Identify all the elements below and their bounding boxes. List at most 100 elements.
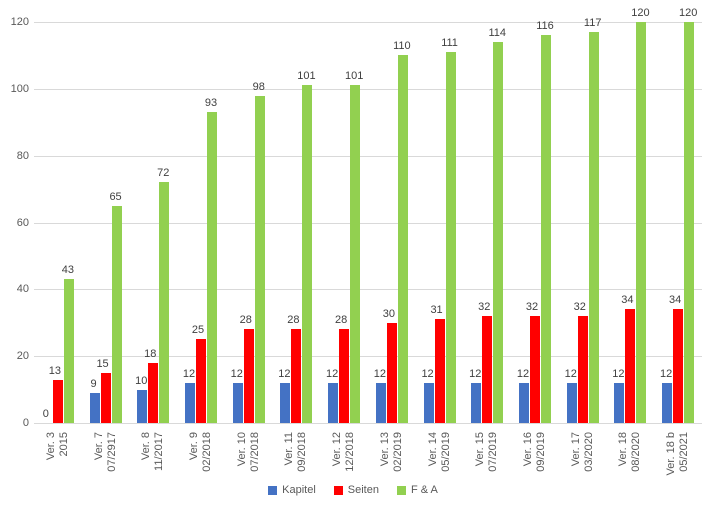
bar-seiten [243,329,254,423]
bar-value-label: 116 [536,20,554,33]
bar-value-label: 32 [573,301,586,314]
x-axis-label-line: 12/2018 [344,432,357,472]
x-axis-label-line: Ver. 9 [188,432,200,461]
bar-value-label: 34 [669,294,682,307]
bar-fa [493,42,504,423]
bar-seiten [52,379,63,423]
legend-swatch [333,485,343,495]
x-axis-label-line: Ver. 17 [569,432,582,467]
legend-swatch [268,485,278,495]
x-axis-label-line: 11/2017 [153,432,166,471]
bar-fa [302,85,313,423]
legend-item-fa: F & A [396,484,438,496]
bar-value-label: 111 [441,37,458,50]
bar-value-label: 18 [144,347,157,360]
bar-kapitel [662,382,673,423]
x-axis-label-line: Ver. 7 [92,432,105,461]
bar-value-label: 28 [287,314,300,327]
bar-kapitel [519,382,529,423]
bar-value-label: 15 [96,357,109,370]
x-axis-label: Ver. 14 05/2019 [425,432,455,472]
bar-value-label: 12 [564,367,577,380]
bar-fa [684,22,695,423]
x-axis-label: Ver. 18 b 05/2021 [663,432,693,475]
bar-seiten [577,316,588,423]
x-axis-label: Ver. 10 07/2018 [234,432,264,472]
x-axis-label-line: Ver. 15 [474,432,487,467]
bar-value-label: 12 [612,367,625,380]
gridline [34,222,702,224]
y-axis-tick-label: 40 [16,283,29,296]
bar-value-label: 28 [335,314,348,327]
y-axis-tick-label: 0 [22,417,29,429]
bar-value-label: 12 [469,367,482,380]
bar-kapitel [328,382,339,423]
x-axis-label-line: 07/2917 [105,432,118,472]
bar-fa [445,52,456,423]
bar-kapitel [423,382,434,423]
bar-seiten [291,329,302,423]
x-axis-label-line: 02/2019 [391,432,404,472]
bar-seiten [100,372,111,423]
bar-fa [636,22,647,423]
x-axis-label-line: Ver. 3 [44,432,57,461]
bar-kapitel [185,382,195,423]
bar-seiten [673,309,684,423]
bar-fa [397,55,408,423]
x-axis-label-line: Ver. 13 [378,432,391,467]
bar-seiten [386,322,397,423]
bar-kapitel [232,382,243,423]
bar-value-label: 72 [157,167,170,180]
x-axis-label-line: 09/2019 [535,432,547,472]
bar-value-label: 101 [297,70,316,83]
gridline [34,289,702,291]
x-axis-label-line: 05/2019 [439,432,452,472]
legend-item-kapitel: Kapitel [268,484,316,496]
x-axis-label-line: Ver. 18 [617,432,630,467]
legend-item-seiten: Seiten [333,484,379,496]
x-axis-label-line: Ver. 12 [331,432,344,467]
y-axis-tick-label: 120 [10,16,29,28]
gridline [34,423,702,424]
bar-value-label: 101 [344,70,364,83]
bar-value-label: 120 [631,7,650,19]
x-axis-label: Ver. 12 12/2018 [329,432,359,472]
bar-seiten [482,316,493,423]
bar-value-label: 12 [278,367,291,380]
bar-value-label: 25 [191,324,205,337]
bar-value-label: 12 [326,367,339,380]
bar-value-label: 10 [135,374,148,387]
gridline [34,155,702,157]
bar-value-label: 117 [583,17,602,30]
bar-value-label: 93 [204,97,218,110]
bar-value-label: 9 [90,377,97,390]
x-axis-label: Ver. 7 07/2917 [91,432,121,472]
bar-kapitel [137,389,148,423]
x-axis-label-line: 09/2018 [296,432,309,472]
bar-value-label: 43 [61,264,74,277]
legend-label: Seiten [347,484,379,496]
gridline [34,88,702,90]
x-axis-label-line: Ver. 11 [283,432,296,466]
bar-fa [350,85,361,423]
x-axis-label: Ver. 16 09/2019 [520,432,550,472]
legend-swatch [396,485,406,495]
y-axis-tick-label: 100 [10,82,29,95]
bar-value-label: 32 [525,301,539,314]
bar-fa [588,32,599,423]
bar-value-label: 120 [678,7,698,19]
x-axis-label-line: 08/2020 [630,432,643,472]
x-axis-label-line: Ver. 10 [235,432,248,467]
x-axis-label-line: Ver. 16 [522,432,534,467]
x-axis-label-line: 05/2021 [678,432,691,472]
bar-seiten [339,329,350,423]
x-axis-label-line: 03/2020 [582,432,595,472]
x-axis-label-line: 07/2018 [248,432,261,472]
bar-value-label: 98 [252,80,265,93]
legend-label: F & A [410,484,438,496]
y-axis-tick-label: 60 [16,216,29,229]
bar-seiten [530,316,540,423]
y-axis-tick-label: 80 [16,149,29,162]
